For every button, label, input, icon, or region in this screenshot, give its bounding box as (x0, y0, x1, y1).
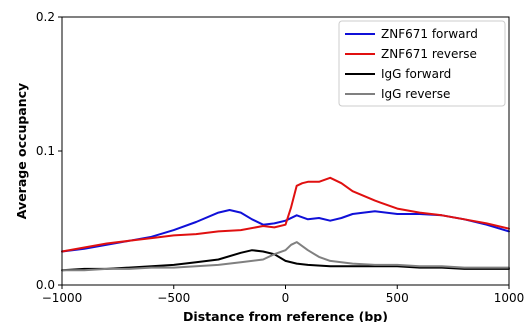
series-line-1 (61, 176, 510, 253)
series-line-2 (61, 249, 510, 272)
x-tick-label: 500 (386, 291, 409, 305)
legend-label: IgG forward (381, 67, 451, 81)
legend: ZNF671 forward ZNF671 reverse IgG forward I… (338, 20, 506, 107)
legend-label: IgG reverse (381, 87, 450, 101)
legend-label: ZNF671 forward (381, 27, 478, 41)
legend-box (338, 20, 506, 107)
series-line-3 (61, 241, 510, 272)
series-line-0 (61, 209, 510, 253)
x-axis: −1000 −500 0 500 1000 (42, 285, 525, 305)
y-tick-label: 0.2 (36, 10, 55, 24)
x-tick-label: −500 (157, 291, 190, 305)
x-tick-label: −1000 (42, 291, 83, 305)
y-axis-label: Average occupancy (14, 83, 29, 219)
y-axis: 0.0 0.1 0.2 (36, 10, 62, 292)
legend-label: ZNF671 reverse (381, 47, 477, 61)
x-tick-label: 1000 (494, 291, 525, 305)
x-axis-label: Distance from reference (bp) (183, 309, 388, 322)
y-tick-label: 0.0 (36, 278, 55, 292)
plot-lines (61, 176, 510, 272)
x-tick-label: 0 (282, 291, 290, 305)
y-tick-label: 0.1 (36, 144, 55, 158)
